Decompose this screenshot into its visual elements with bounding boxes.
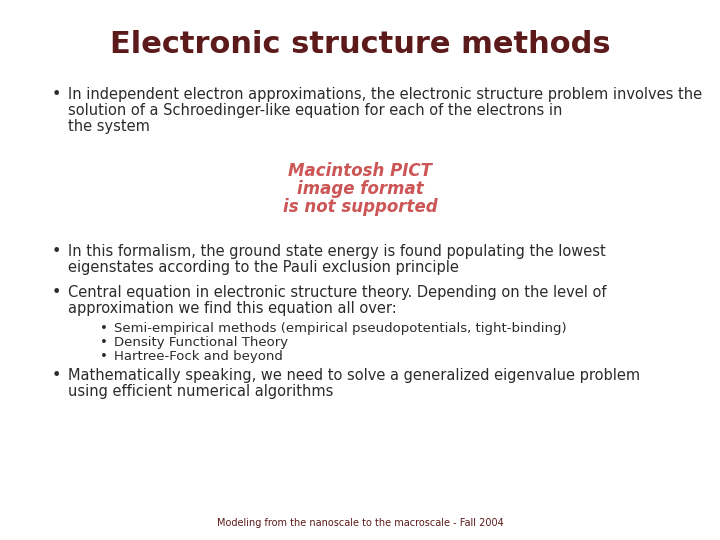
Text: Hartree-Fock and beyond: Hartree-Fock and beyond [114, 350, 283, 363]
Text: Modeling from the nanoscale to the macroscale - Fall 2004: Modeling from the nanoscale to the macro… [217, 518, 503, 528]
Text: Density Functional Theory: Density Functional Theory [114, 336, 288, 349]
Text: •: • [52, 285, 61, 300]
Text: solution of a Schroedinger-like equation for each of the electrons in: solution of a Schroedinger-like equation… [68, 103, 562, 118]
Text: is not supported: is not supported [283, 198, 437, 216]
Text: •: • [52, 87, 61, 102]
Text: •: • [52, 368, 61, 383]
Text: image format: image format [297, 180, 423, 198]
Text: •: • [52, 244, 61, 259]
Text: In this formalism, the ground state energy is found populating the lowest: In this formalism, the ground state ener… [68, 244, 606, 259]
Text: In independent electron approximations, the electronic structure problem involve: In independent electron approximations, … [68, 87, 702, 102]
Text: approximation we find this equation all over:: approximation we find this equation all … [68, 301, 397, 316]
Text: Central equation in electronic structure theory. Depending on the level of: Central equation in electronic structure… [68, 285, 606, 300]
Text: •: • [100, 336, 108, 349]
Text: Semi-empirical methods (empirical pseudopotentials, tight-binding): Semi-empirical methods (empirical pseudo… [114, 322, 567, 335]
Text: the system: the system [68, 119, 150, 134]
Text: •: • [100, 322, 108, 335]
Text: Electronic structure methods: Electronic structure methods [109, 30, 611, 59]
Text: eigenstates according to the Pauli exclusion principle: eigenstates according to the Pauli exclu… [68, 260, 459, 275]
Text: •: • [100, 350, 108, 363]
Text: using efficient numerical algorithms: using efficient numerical algorithms [68, 384, 333, 399]
Text: Macintosh PICT: Macintosh PICT [288, 162, 432, 180]
Text: Mathematically speaking, we need to solve a generalized eigenvalue problem: Mathematically speaking, we need to solv… [68, 368, 640, 383]
